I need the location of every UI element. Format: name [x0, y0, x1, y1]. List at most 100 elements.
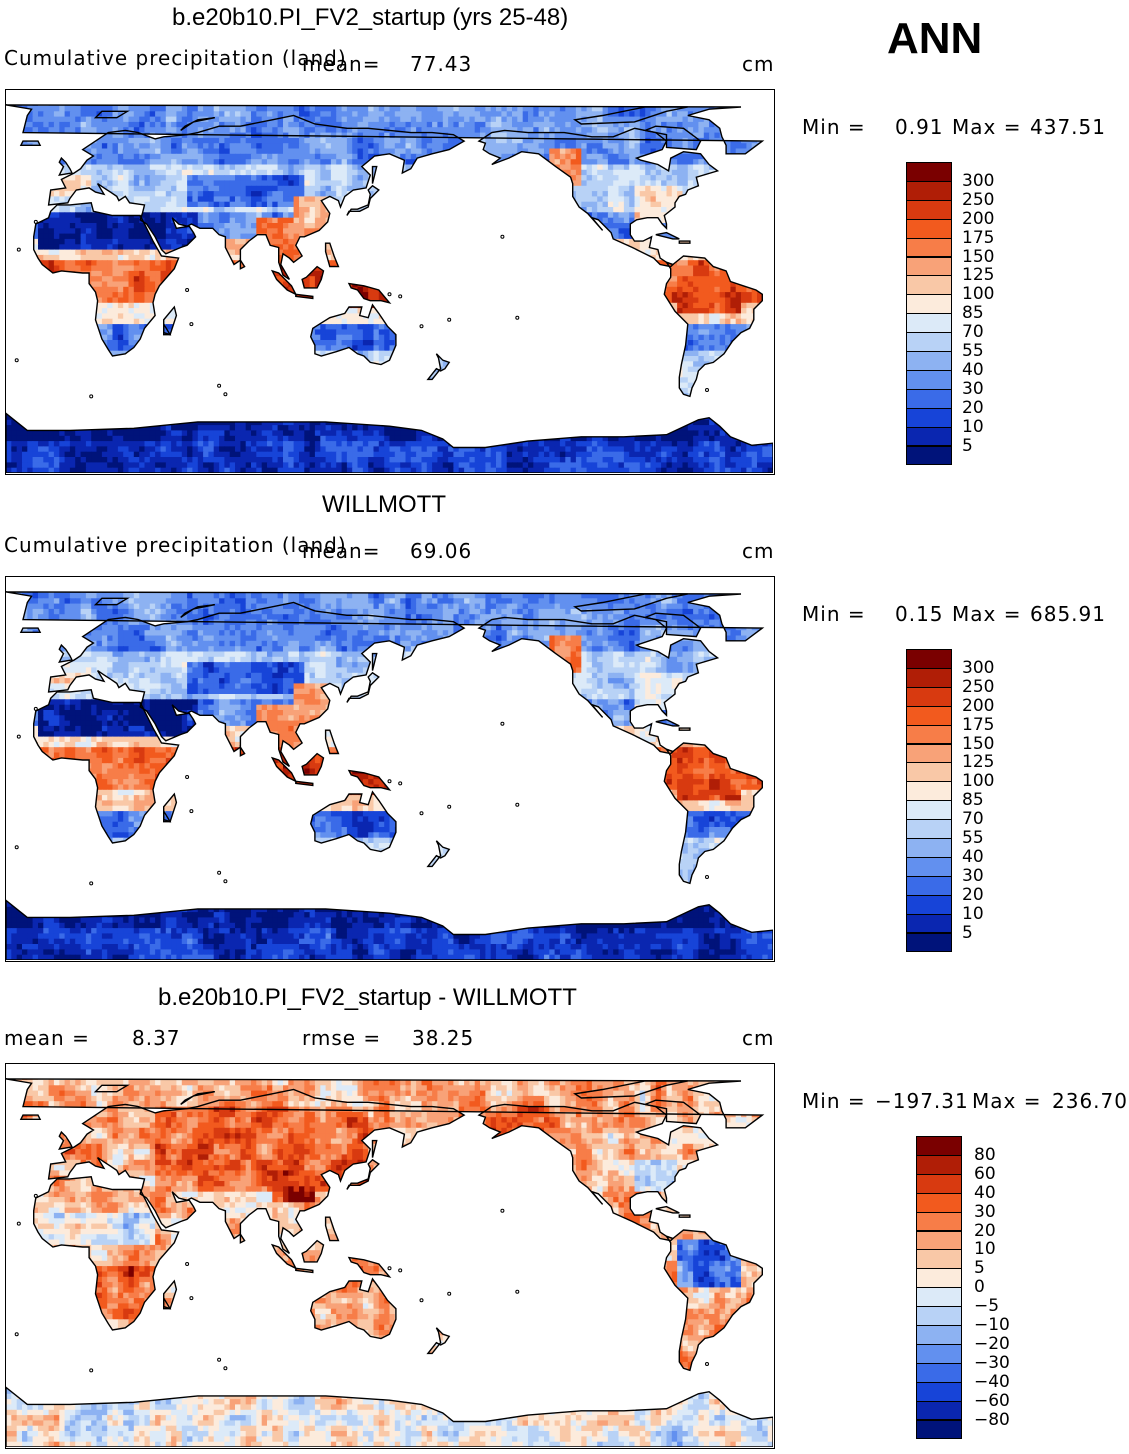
colorbar-box [916, 1325, 962, 1345]
colorbar-tick-label: 5 [962, 437, 973, 455]
colorbar-box [906, 724, 952, 745]
panel1-max-value: 437.51 [1030, 115, 1106, 139]
colorbar-box [906, 369, 952, 390]
panel3-max-value: 236.70 [1052, 1089, 1128, 1113]
panel3-units: cm [742, 1026, 774, 1050]
colorbar-tick-label: 5 [962, 924, 973, 942]
colorbar-box [906, 407, 952, 428]
colorbar-tick-label: 40 [962, 361, 984, 379]
colorbar-box [916, 1154, 962, 1175]
colorbar-box [916, 1136, 962, 1156]
land-field [6, 591, 773, 960]
colorbar-tick-label: 10 [962, 905, 984, 923]
land-field [6, 1078, 773, 1447]
colorbar-tick-label: 300 [962, 659, 994, 677]
colorbar-box [906, 218, 952, 239]
colorbar-tick-label: 125 [962, 267, 994, 284]
colorbar-tick-label: 20 [974, 1222, 996, 1240]
colorbar-tick-label: −20 [974, 1335, 1010, 1353]
colorbar-tick-label: 10 [974, 1241, 996, 1258]
panel1-title: b.e20b10.PI_FV2_startup (yrs 25-48) [172, 4, 568, 32]
colorbar-tick-label: 300 [962, 172, 994, 190]
colorbar-tick-label: 150 [962, 248, 994, 266]
colorbar-box [916, 1381, 962, 1402]
colorbar-tick-label: 125 [962, 754, 994, 771]
colorbar-tick-label: −60 [974, 1392, 1010, 1410]
colorbar-box [906, 705, 952, 726]
colorbar-tick-label: 30 [962, 380, 984, 398]
colorbar-box [916, 1192, 962, 1213]
colorbar-tick-label: −80 [974, 1411, 1010, 1429]
panel2-min-value: 0.15 [895, 602, 944, 626]
colorbar-tick-label: 175 [962, 229, 994, 247]
colorbar-tick-label: 175 [962, 716, 994, 734]
colorbar-tick-label: 100 [962, 286, 994, 303]
colorbar-tick-label: 55 [962, 830, 984, 847]
colorbar-box [906, 294, 952, 315]
colorbar-tick-label: 150 [962, 735, 994, 753]
colorbar-tick-label: 60 [974, 1165, 996, 1183]
colorbar-box [906, 932, 952, 953]
coastlines [6, 591, 773, 960]
panel1-map-canvas [6, 104, 773, 473]
colorbar-tick-label: 10 [962, 418, 984, 436]
colorbar-box [906, 686, 952, 707]
colorbar-tick-label: 200 [962, 697, 994, 715]
panel3-rmse-label: rmse = [302, 1026, 381, 1050]
panel3-max-label: Max = [972, 1089, 1041, 1113]
colorbar-box [906, 913, 952, 934]
colorbar-box [906, 781, 952, 802]
panel1-min-value: 0.91 [895, 115, 944, 139]
colorbar-tick-label: 70 [962, 811, 984, 828]
panel1-min-label: Min = [802, 115, 866, 139]
colorbar-tick-label: 20 [962, 886, 984, 904]
colorbar-tick-label: 250 [962, 678, 994, 696]
colorbar-tick-label: −30 [974, 1354, 1010, 1372]
colorbar-box [906, 762, 952, 783]
coastlines [6, 104, 773, 473]
colorbar-tick-label: −5 [974, 1298, 999, 1315]
colorbar-box [906, 445, 952, 466]
panel3-map-canvas [6, 1078, 773, 1447]
panel1-mean-label: mean= [302, 52, 380, 76]
colorbar-tick-label: 20 [962, 399, 984, 417]
colorbar-tick-label: 100 [962, 773, 994, 790]
colorbar-tick-label: 0 [974, 1279, 985, 1296]
panel2-min-label: Min = [802, 602, 866, 626]
colorbar-box [916, 1230, 962, 1251]
panel2-mean-value: 69.06 [410, 539, 472, 563]
colorbar-box [906, 856, 952, 877]
panel3-title: b.e20b10.PI_FV2_startup - WILLMOTT [158, 984, 577, 1012]
panel1-mean-value: 77.43 [410, 52, 472, 76]
colorbar-box [906, 667, 952, 688]
panel2-map [5, 576, 775, 962]
colorbar-tick-label: 85 [962, 305, 984, 322]
panel2-mean-label: mean= [302, 539, 380, 563]
panel2-variable-label: Cumulative precipitation (land) [4, 533, 347, 557]
panel1-units: cm [742, 52, 774, 76]
panel3-min-label: Min = [802, 1089, 866, 1113]
colorbar-box [906, 875, 952, 896]
colorbar-box [906, 743, 952, 764]
colorbar-box [906, 388, 952, 409]
colorbar-box [906, 351, 952, 371]
colorbar-box [906, 256, 952, 277]
colorbar-tick-label: −10 [974, 1317, 1010, 1334]
colorbar-tick-label: 80 [974, 1146, 996, 1164]
colorbar-tick-label: 40 [974, 1184, 996, 1202]
colorbar-box [906, 800, 952, 821]
colorbar-box [916, 1173, 962, 1194]
colorbar-box [906, 162, 952, 182]
panel3-rmse-value: 38.25 [412, 1026, 474, 1050]
colorbar-tick-label: 200 [962, 210, 994, 228]
colorbar-box [906, 237, 952, 258]
colorbar-box [906, 199, 952, 220]
colorbar-box [906, 313, 952, 334]
panel2-map-canvas [6, 591, 773, 960]
panel2-title: WILLMOTT [322, 491, 446, 519]
colorbar-tick-label: 30 [962, 867, 984, 885]
panel3-mean-label: mean = [4, 1026, 90, 1050]
colorbar-box [906, 426, 952, 447]
colorbar-box [906, 649, 952, 669]
colorbar-box [906, 894, 952, 915]
